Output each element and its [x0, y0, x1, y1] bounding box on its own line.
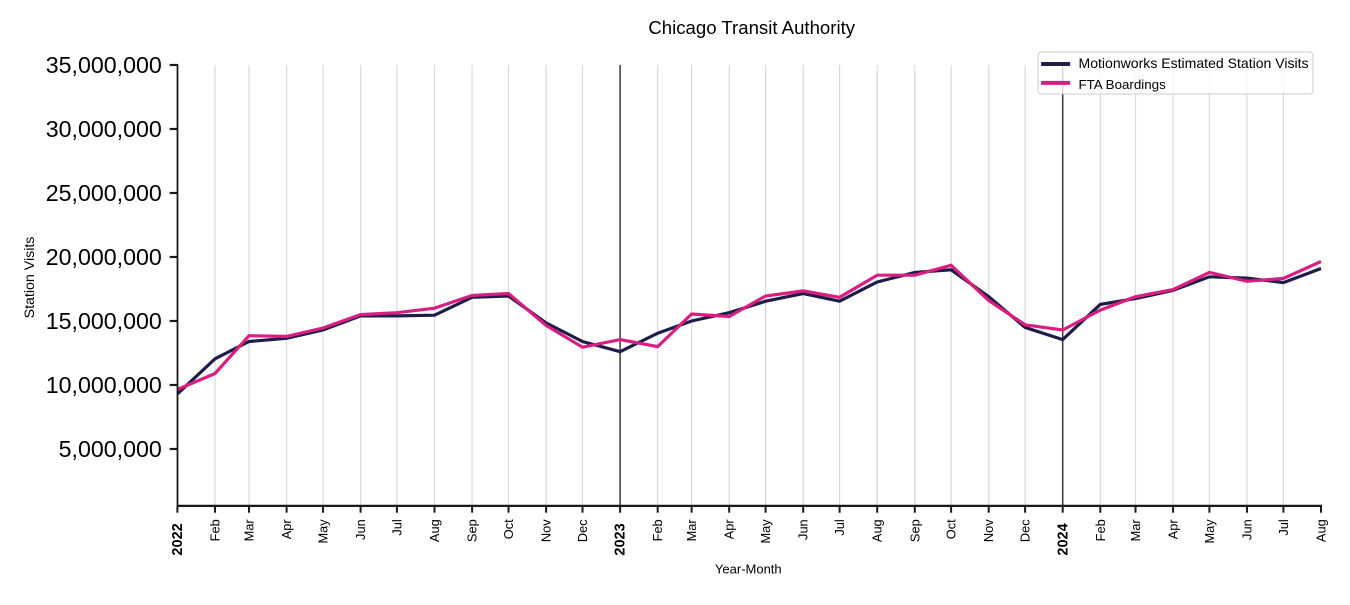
svg-text:Oct: Oct	[944, 519, 959, 539]
svg-text:Motionworks Estimated Station: Motionworks Estimated Station Visits	[1079, 55, 1309, 71]
svg-text:Feb: Feb	[1093, 519, 1108, 541]
svg-text:FTA Boardings: FTA Boardings	[1079, 77, 1167, 92]
svg-text:Apr: Apr	[722, 519, 737, 540]
svg-text:5,000,000: 5,000,000	[59, 436, 162, 462]
svg-text:2024: 2024	[1055, 523, 1071, 555]
svg-text:May: May	[316, 519, 331, 544]
svg-text:15,000,000: 15,000,000	[46, 308, 162, 334]
svg-text:Aug: Aug	[1314, 519, 1329, 542]
svg-text:2022: 2022	[170, 523, 186, 555]
svg-text:2023: 2023	[613, 523, 629, 555]
svg-text:Nov: Nov	[539, 519, 554, 542]
svg-text:10,000,000: 10,000,000	[46, 372, 162, 398]
svg-text:Year-Month: Year-Month	[715, 562, 782, 577]
svg-text:Mar: Mar	[1128, 519, 1143, 542]
svg-text:Aug: Aug	[427, 519, 442, 542]
svg-text:Sep: Sep	[907, 519, 922, 542]
svg-text:Station Visits: Station Visits	[22, 237, 38, 319]
svg-text:May: May	[1202, 519, 1217, 544]
svg-text:Feb: Feb	[208, 519, 223, 541]
svg-text:Aug: Aug	[870, 519, 885, 542]
svg-text:Dec: Dec	[1018, 519, 1033, 542]
svg-text:Jul: Jul	[1276, 519, 1291, 535]
svg-text:Dec: Dec	[575, 519, 590, 542]
svg-text:25,000,000: 25,000,000	[46, 180, 162, 206]
svg-text:35,000,000: 35,000,000	[46, 52, 162, 78]
svg-text:Apr: Apr	[279, 519, 294, 540]
svg-text:Feb: Feb	[650, 519, 665, 541]
svg-text:Mar: Mar	[684, 519, 699, 542]
svg-text:Sep: Sep	[465, 519, 480, 542]
svg-text:Jul: Jul	[389, 519, 404, 535]
svg-text:May: May	[758, 519, 773, 544]
svg-text:30,000,000: 30,000,000	[46, 116, 162, 142]
svg-text:Apr: Apr	[1166, 519, 1181, 540]
svg-text:Jun: Jun	[353, 519, 368, 540]
svg-text:Jun: Jun	[796, 519, 811, 540]
svg-text:Mar: Mar	[242, 519, 257, 542]
svg-text:Jul: Jul	[832, 519, 847, 535]
svg-text:20,000,000: 20,000,000	[46, 244, 162, 270]
svg-text:Jun: Jun	[1240, 519, 1255, 540]
svg-text:Oct: Oct	[501, 519, 516, 539]
svg-text:Chicago Transit Authority: Chicago Transit Authority	[648, 17, 855, 38]
svg-text:Nov: Nov	[981, 519, 996, 542]
